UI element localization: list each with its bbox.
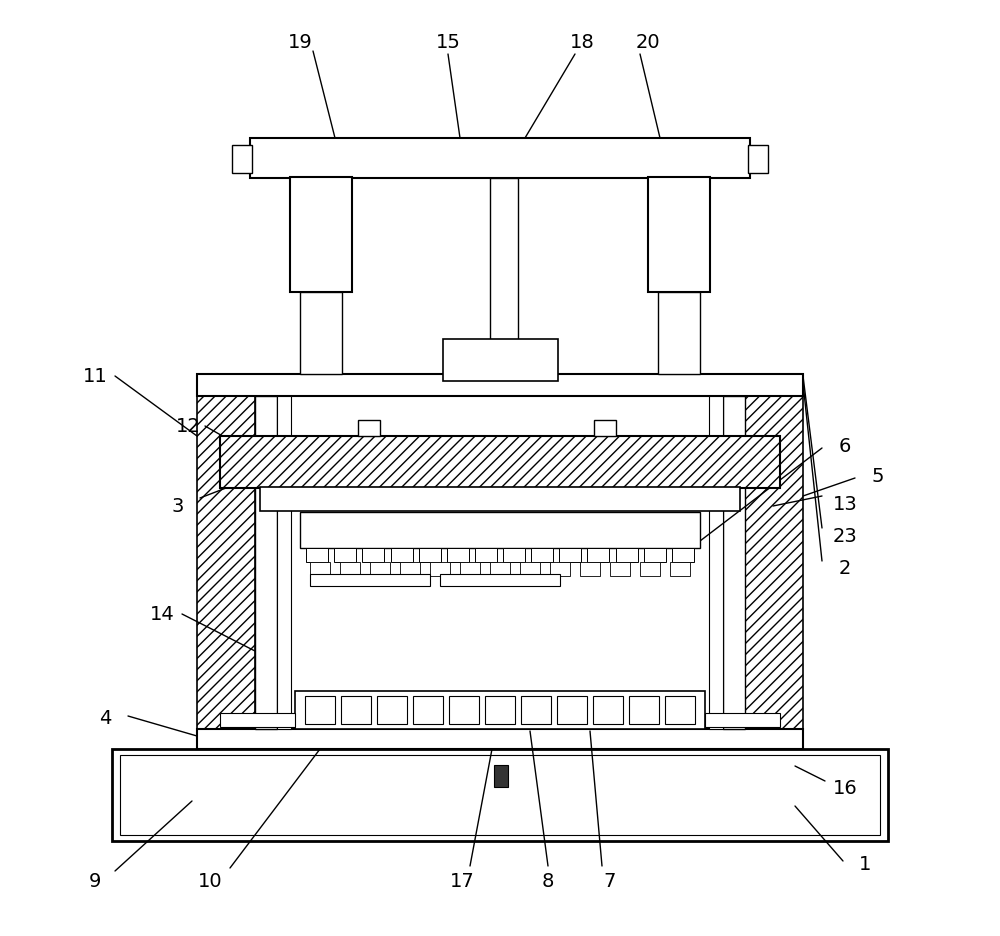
Bar <box>197 374 803 397</box>
Bar <box>310 575 430 586</box>
Text: 11: 11 <box>83 367 107 386</box>
Bar <box>112 749 888 841</box>
Bar <box>594 420 616 436</box>
Bar <box>460 563 480 577</box>
Bar <box>370 563 390 577</box>
Bar <box>705 713 780 727</box>
Bar <box>520 563 540 577</box>
Bar <box>723 397 745 729</box>
Bar <box>197 729 803 749</box>
Text: 8: 8 <box>542 871 554 890</box>
Bar <box>670 563 690 577</box>
Text: 15: 15 <box>436 33 460 51</box>
Bar <box>449 696 479 724</box>
Text: 9: 9 <box>89 871 101 890</box>
Bar <box>644 548 666 563</box>
Bar <box>593 696 623 724</box>
Bar <box>400 563 420 577</box>
Bar <box>485 696 515 724</box>
Bar <box>587 548 609 563</box>
Bar <box>220 713 295 727</box>
Bar <box>358 420 380 436</box>
Bar <box>120 755 880 835</box>
Bar <box>490 179 518 374</box>
Text: 4: 4 <box>99 709 111 727</box>
Text: 10: 10 <box>198 871 222 890</box>
Bar <box>748 146 768 174</box>
Bar <box>616 548 638 563</box>
Bar <box>531 548 553 563</box>
Bar <box>559 548 581 563</box>
Text: 7: 7 <box>604 871 616 890</box>
Bar <box>419 548 441 563</box>
Bar <box>709 397 723 729</box>
Bar <box>648 178 710 293</box>
Bar <box>290 178 352 293</box>
Text: 20: 20 <box>636 33 660 51</box>
Bar <box>260 488 740 511</box>
Bar <box>341 696 371 724</box>
Text: 1: 1 <box>859 855 871 873</box>
Bar <box>521 696 551 724</box>
Bar <box>295 692 705 729</box>
Bar <box>362 548 384 563</box>
Bar <box>220 436 780 489</box>
Bar <box>640 563 660 577</box>
Bar <box>672 548 694 563</box>
Bar <box>745 397 803 729</box>
Text: 19: 19 <box>288 33 312 51</box>
Bar <box>665 696 695 724</box>
Bar <box>580 563 600 577</box>
Bar <box>232 146 252 174</box>
Bar <box>447 548 469 563</box>
Bar <box>557 696 587 724</box>
Text: 14: 14 <box>150 605 174 623</box>
Text: 6: 6 <box>839 437 851 456</box>
Text: 16: 16 <box>833 779 857 797</box>
Bar <box>658 293 700 374</box>
Text: 23: 23 <box>833 527 857 546</box>
Text: 5: 5 <box>872 467 884 486</box>
Bar <box>255 397 277 729</box>
Bar <box>300 512 700 548</box>
Text: 3: 3 <box>172 497 184 516</box>
Bar <box>391 548 413 563</box>
Text: 13: 13 <box>833 495 857 514</box>
Bar <box>550 563 570 577</box>
Bar <box>310 563 330 577</box>
Text: 2: 2 <box>839 559 851 578</box>
Text: 17: 17 <box>450 871 474 890</box>
Bar <box>250 139 750 179</box>
Bar <box>377 696 407 724</box>
Bar <box>334 548 356 563</box>
Bar <box>300 293 342 374</box>
Text: 18: 18 <box>570 33 594 51</box>
Bar <box>443 340 558 382</box>
Bar <box>277 397 291 729</box>
Bar <box>503 548 525 563</box>
Bar <box>305 696 335 724</box>
Bar <box>413 696 443 724</box>
Text: 12: 12 <box>176 417 200 436</box>
Bar <box>475 548 497 563</box>
Bar <box>306 548 328 563</box>
Bar <box>197 397 255 729</box>
Bar <box>494 766 508 787</box>
Bar <box>629 696 659 724</box>
Bar <box>430 563 450 577</box>
Bar <box>610 563 630 577</box>
Bar <box>440 575 560 586</box>
Bar <box>490 563 510 577</box>
Bar <box>340 563 360 577</box>
